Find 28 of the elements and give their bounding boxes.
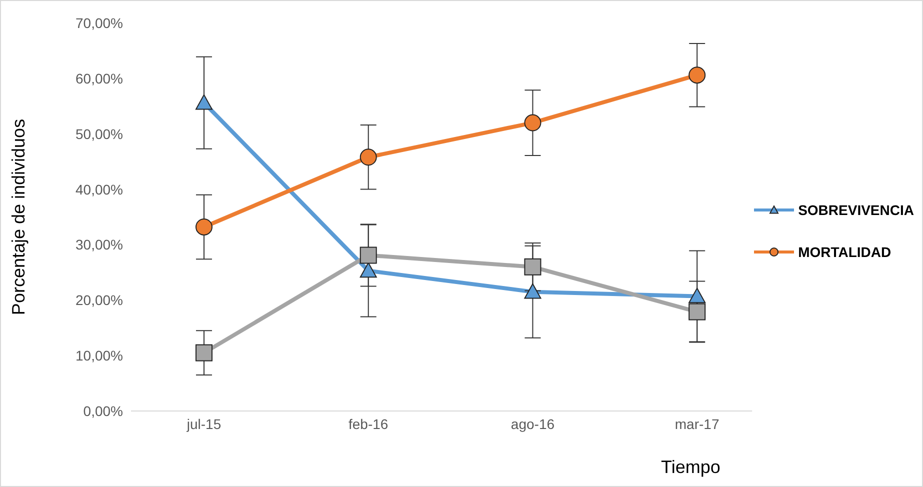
y-axis-title: Porcentaje de individuos — [8, 118, 28, 316]
point — [196, 94, 212, 110]
point — [524, 114, 542, 132]
x-axis-title: Tiempo — [661, 457, 720, 478]
y-tick-label: 20,00% — [76, 292, 123, 308]
point — [688, 303, 706, 320]
x-tick-label: ago-16 — [510, 416, 555, 432]
point — [524, 258, 542, 276]
point — [524, 283, 542, 299]
point — [688, 66, 706, 84]
x-tick-label: feb-16 — [348, 416, 388, 432]
y-tick-label: 30,00% — [76, 236, 123, 253]
y-tick-label: 60,00% — [76, 70, 123, 86]
y-tick-label: 70,00% — [76, 14, 123, 31]
point — [360, 246, 377, 264]
x-tick-label: mar-17 — [674, 416, 720, 432]
y-tick-label: 10,00% — [76, 348, 123, 364]
point — [196, 218, 212, 236]
point — [360, 262, 377, 278]
point — [196, 344, 212, 362]
point — [688, 288, 706, 304]
point — [360, 148, 377, 166]
legend-label: SOBREVIVENCIA — [798, 202, 914, 218]
y-tick-label: 40,00% — [76, 181, 123, 198]
x-tick-label: jul-15 — [186, 416, 222, 432]
legend-label: MORTALIDAD — [798, 244, 892, 260]
y-tick-label: 50,00% — [76, 126, 123, 142]
y-tick-label: 0,00% — [83, 402, 123, 419]
